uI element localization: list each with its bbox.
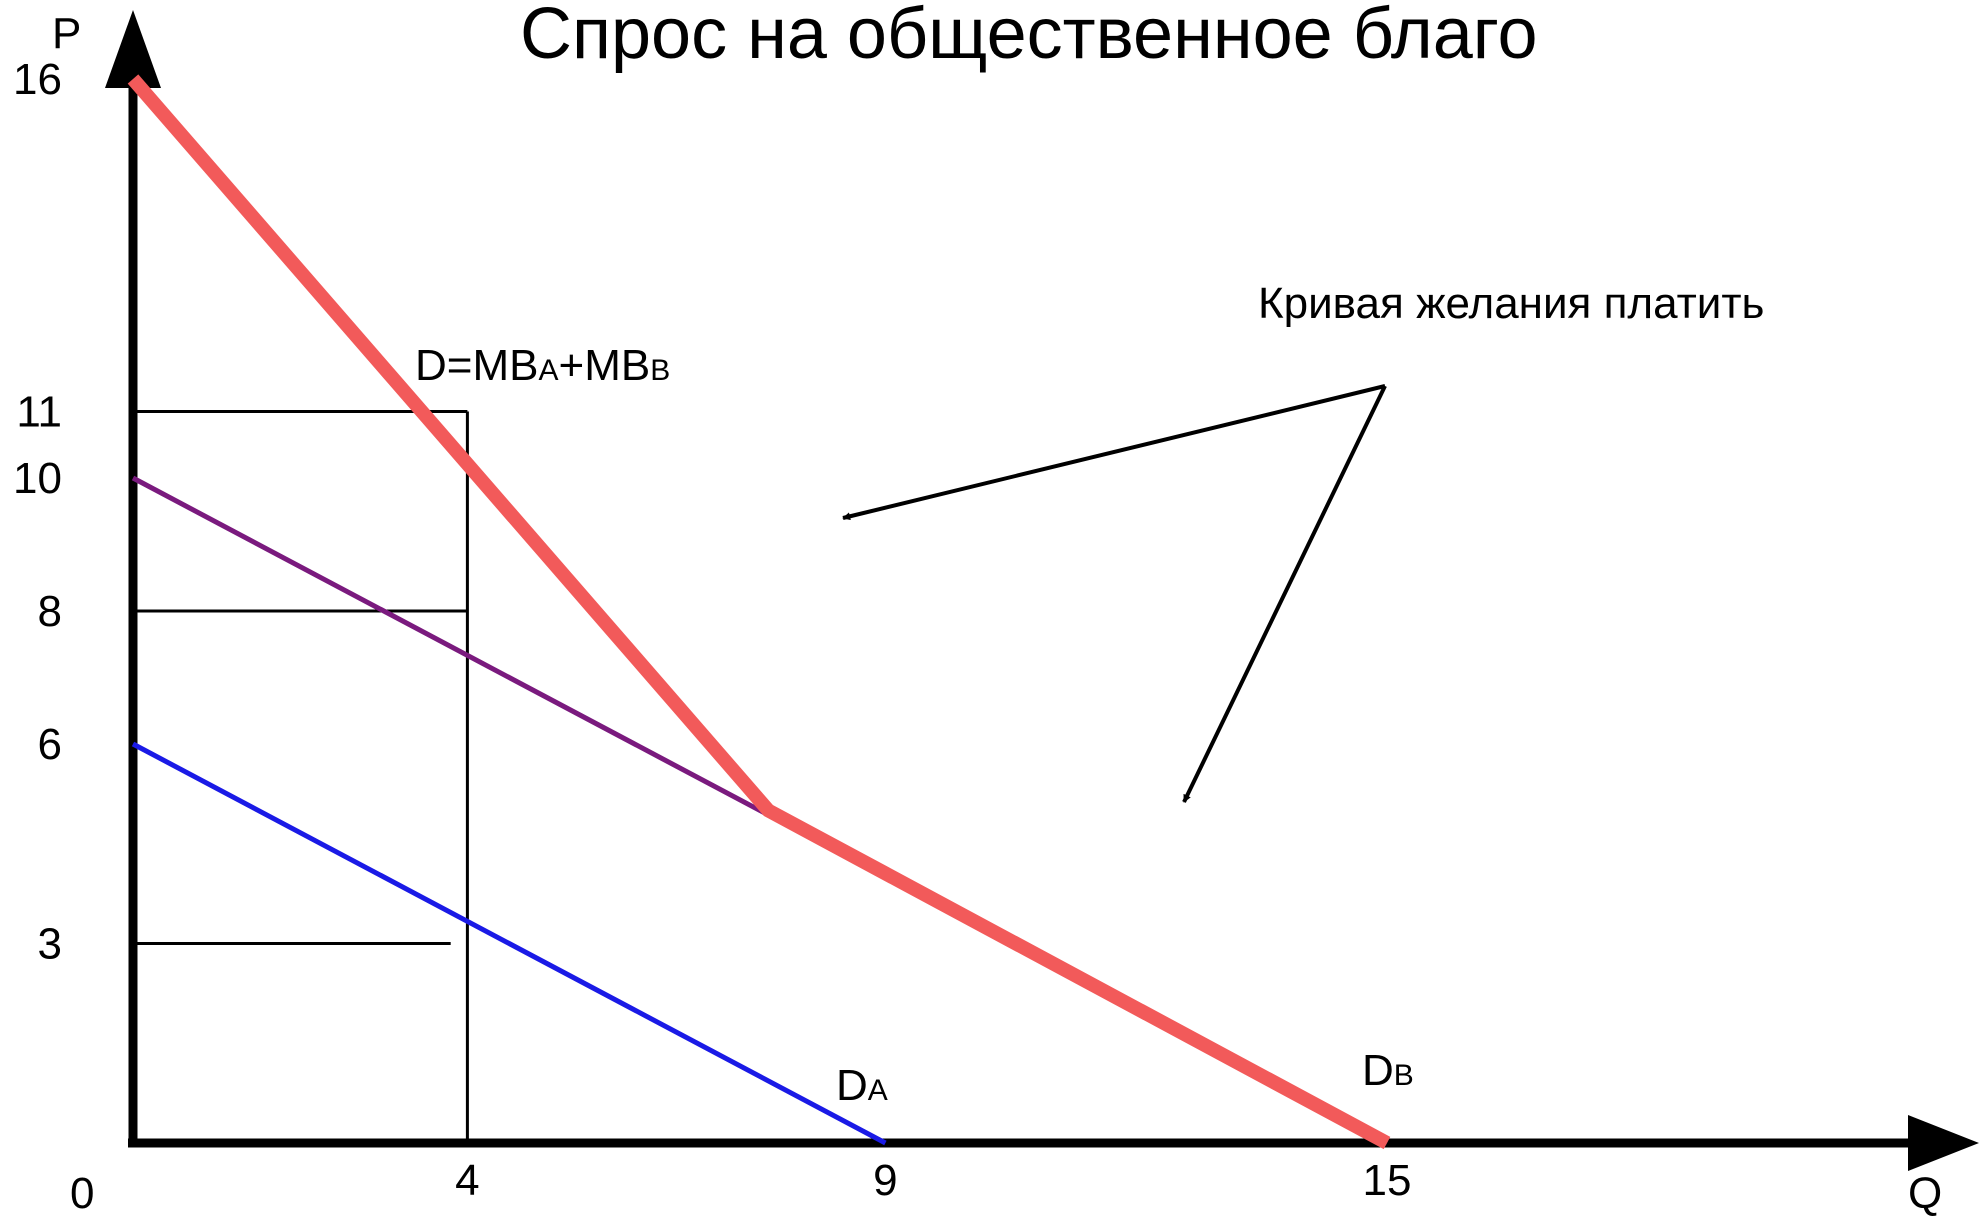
sum-curve-label: D=MBA+MBB [415,341,670,390]
sum-demand-curve [127,74,1391,1150]
y-tick-label: 6 [38,720,62,769]
y-tick-label: 16 [13,55,62,104]
x-tick-label: 4 [455,1156,479,1205]
x-axis-arrow [1908,1115,1979,1171]
annotation-arrow-down [1182,385,1387,803]
y-tick-labels: 3 6 8 10 11 16 [13,55,62,969]
x-tick-label: 9 [873,1156,897,1205]
sum-label-sub-a: A [538,354,558,387]
y-tick-label: 10 [13,454,62,503]
y-axis-arrow [105,10,161,88]
db-label-main: D [1362,1046,1394,1095]
demand-curves [127,74,1391,1150]
da-demand-curve [131,741,887,1146]
annotation-arrow-left [842,384,1386,521]
sum-label-plus: +MB [559,341,651,390]
axes [105,10,1979,1171]
db-curve-label: DB [1362,1046,1414,1095]
chart-title: Спрос на общественное благо [520,0,1538,74]
y-tick-label: 11 [16,388,62,437]
da-label-main: D [836,1061,868,1110]
x-tick-label: 15 [1363,1156,1412,1205]
x-tick-labels: 4 9 15 [455,1156,1411,1205]
y-tick-label: 8 [38,587,62,636]
y-tick-label: 3 [38,920,62,969]
sum-label-sub-b: B [650,354,670,387]
reference-lines [133,410,469,1143]
da-curve-label: DA [836,1061,888,1110]
y-axis-label: P [52,9,81,58]
sum-label-main: D=MB [415,341,538,390]
x-axis-label: Q [1908,1169,1942,1216]
db-label-sub: B [1394,1059,1414,1092]
origin-label: 0 [70,1169,94,1216]
willingness-to-pay-annotation: Кривая желания платить [1258,279,1764,328]
da-label-sub: A [868,1074,888,1107]
